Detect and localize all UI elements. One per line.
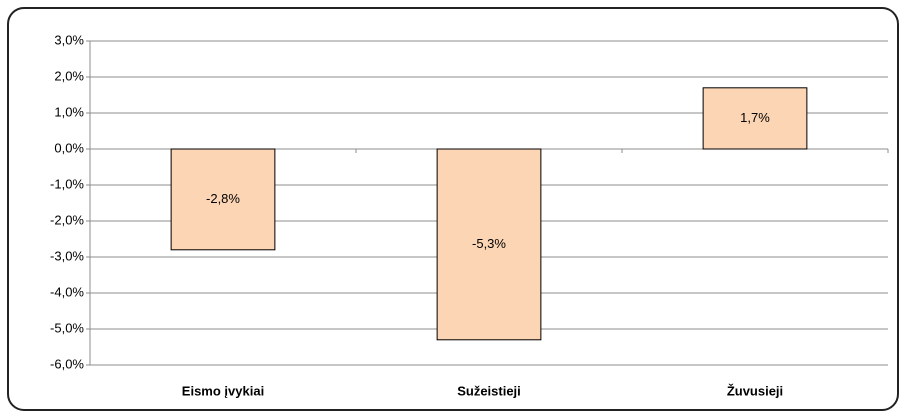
y-tick-label: -3,0% xyxy=(50,248,84,263)
y-tick-label: -2,0% xyxy=(50,212,84,227)
y-tick-label: -5,0% xyxy=(50,320,84,335)
x-tick-label: Sužeistieji xyxy=(457,383,521,398)
bar xyxy=(436,148,542,341)
bar xyxy=(170,148,276,251)
bar xyxy=(702,87,808,150)
y-tick-label: -1,0% xyxy=(50,176,84,191)
y-tick-label: -6,0% xyxy=(50,356,84,371)
y-tick-label: 1,0% xyxy=(54,104,84,119)
y-tick-label: 0,0% xyxy=(54,140,84,155)
x-tick-label: Žuvusieji xyxy=(727,383,783,398)
data-label: 1,7% xyxy=(740,110,770,125)
y-tick-label: 3,0% xyxy=(54,32,84,47)
data-label: -2,8% xyxy=(206,191,240,206)
x-tick-label: Eismo įvykiai xyxy=(182,383,264,398)
y-tick-label: -4,0% xyxy=(50,284,84,299)
y-tick-label: 2,0% xyxy=(54,68,84,83)
data-label: -5,3% xyxy=(472,236,506,251)
